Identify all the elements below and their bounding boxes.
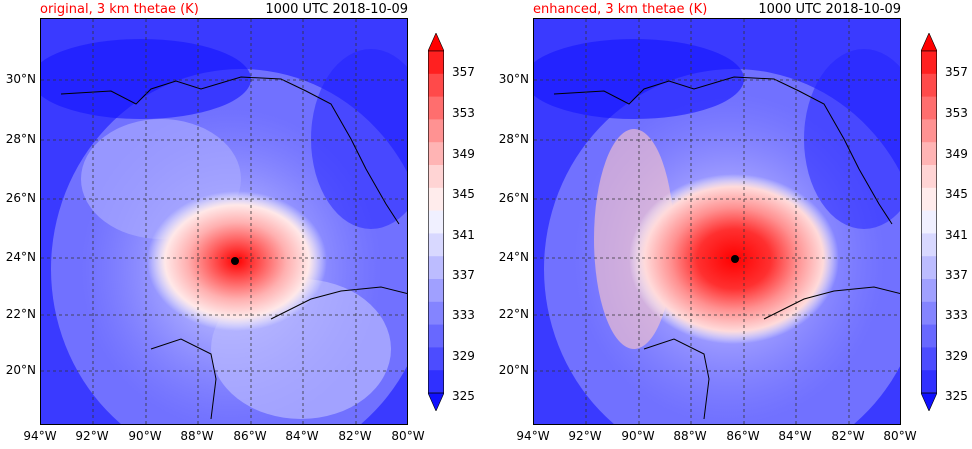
lon-label: 86°W xyxy=(233,429,267,443)
colorbar-label: 341 xyxy=(945,228,968,242)
lat-label: 20°N xyxy=(498,363,529,377)
colorbar-label: 325 xyxy=(945,389,968,403)
colorbar-segment xyxy=(921,73,937,98)
colorbar-label: 329 xyxy=(945,349,968,363)
right-map xyxy=(533,18,901,425)
lon-label: 84°W xyxy=(285,429,319,443)
colorbar-label: 353 xyxy=(452,106,475,120)
left-map-svg xyxy=(41,19,407,424)
colorbar-segment xyxy=(428,301,444,326)
lat-label: 28°N xyxy=(5,132,36,146)
right-panel-title: enhanced, 3 km thetae (K) xyxy=(533,2,708,17)
colorbar-frame xyxy=(921,50,937,394)
colorbar-label: 341 xyxy=(452,228,475,242)
lat-label: 20°N xyxy=(5,363,36,377)
colorbar-segment xyxy=(428,233,444,257)
lat-label: 28°N xyxy=(498,132,529,146)
lat-label: 30°N xyxy=(498,72,529,86)
colorbar-label: 333 xyxy=(945,308,968,322)
colorbar-label: 325 xyxy=(452,389,475,403)
left-panel-time: 1000 UTC 2018-10-09 xyxy=(265,2,408,17)
colorbar-label: 345 xyxy=(945,187,968,201)
colorbar-label: 357 xyxy=(452,65,475,79)
colorbar-max-extension xyxy=(921,33,937,52)
colorbar-segment xyxy=(428,142,444,166)
colorbar-label: 353 xyxy=(945,106,968,120)
colorbar-label: 337 xyxy=(945,268,968,282)
left-map xyxy=(40,18,408,425)
colorbar-label: 329 xyxy=(452,349,475,363)
right-colorbar xyxy=(921,33,937,411)
colorbar-max-extension xyxy=(428,33,444,52)
colorbar-segment xyxy=(428,279,444,303)
lat-label: 26°N xyxy=(5,191,36,205)
colorbar-segment xyxy=(921,119,937,143)
right-map-svg xyxy=(534,19,900,424)
colorbar-segment xyxy=(428,256,444,280)
lon-label: 94°W xyxy=(23,429,57,443)
colorbar-segment xyxy=(428,324,444,348)
colorbar-label: 349 xyxy=(452,147,475,161)
colorbar-segment xyxy=(428,51,444,75)
colorbar-segment xyxy=(921,210,937,234)
colorbar-min-extension xyxy=(428,392,444,411)
colorbar-segment xyxy=(428,370,444,394)
colorbar-segment xyxy=(428,187,444,212)
colorbar-segment xyxy=(428,347,444,371)
colorbar-segment xyxy=(921,165,937,189)
colorbar-segment xyxy=(428,73,444,98)
colorbar-label: 349 xyxy=(945,147,968,161)
colorbar-segment xyxy=(428,119,444,143)
left-storm-center-marker xyxy=(231,257,239,265)
colorbar-segment xyxy=(428,210,444,234)
colorbar-label: 337 xyxy=(452,268,475,282)
colorbar-segment xyxy=(921,51,937,75)
lon-label: 88°W xyxy=(180,429,214,443)
colorbar-segment xyxy=(921,301,937,326)
lat-label: 30°N xyxy=(5,72,36,86)
lat-label: 22°N xyxy=(5,307,36,321)
lon-label: 88°W xyxy=(673,429,707,443)
colorbar-frame xyxy=(428,50,444,394)
lat-label: 26°N xyxy=(498,191,529,205)
colorbar-segment xyxy=(921,142,937,166)
left-panel-title: original, 3 km thetae (K) xyxy=(40,2,199,17)
colorbar-segment xyxy=(921,370,937,394)
colorbar-segment xyxy=(428,165,444,189)
colorbar-segment xyxy=(921,187,937,212)
lon-label: 82°W xyxy=(831,429,865,443)
lon-label: 94°W xyxy=(516,429,550,443)
lon-label: 90°W xyxy=(621,429,655,443)
colorbar-label: 333 xyxy=(452,308,475,322)
colorbar-label: 357 xyxy=(945,65,968,79)
lon-label: 92°W xyxy=(568,429,602,443)
lon-label: 92°W xyxy=(75,429,109,443)
right-storm-center-marker xyxy=(731,255,739,263)
lon-label: 90°W xyxy=(128,429,162,443)
colorbar-label: 345 xyxy=(452,187,475,201)
colorbar-segment xyxy=(921,324,937,348)
colorbar-segment xyxy=(428,96,444,120)
lon-label: 82°W xyxy=(338,429,372,443)
colorbar-segment xyxy=(921,233,937,257)
lon-label: 86°W xyxy=(726,429,760,443)
lon-label: 80°W xyxy=(883,429,917,443)
colorbar-segment xyxy=(921,279,937,303)
left-colorbar xyxy=(428,33,444,411)
colorbar-segment xyxy=(921,347,937,371)
lat-label: 22°N xyxy=(498,307,529,321)
lon-label: 84°W xyxy=(778,429,812,443)
lon-label: 80°W xyxy=(391,429,425,443)
lat-label: 24°N xyxy=(5,250,36,264)
colorbar-segment xyxy=(921,96,937,120)
colorbar-segment xyxy=(921,256,937,280)
colorbar-min-extension xyxy=(921,392,937,411)
lat-label: 24°N xyxy=(498,250,529,264)
right-panel-time: 1000 UTC 2018-10-09 xyxy=(758,2,901,17)
